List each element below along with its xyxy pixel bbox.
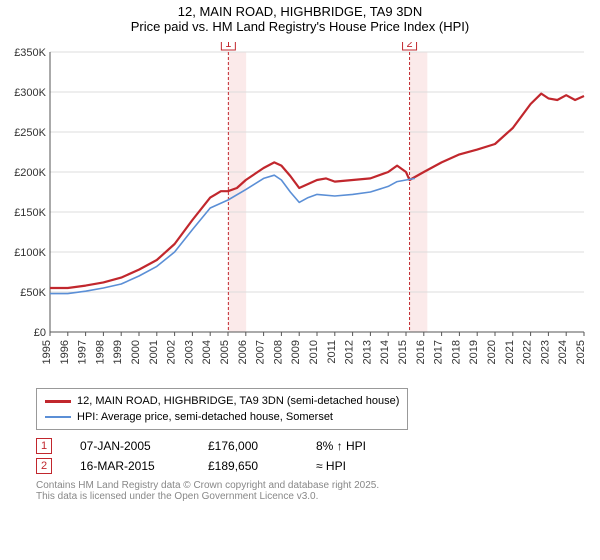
svg-text:1996: 1996 bbox=[59, 340, 71, 364]
sale-price-1: £176,000 bbox=[208, 439, 288, 453]
svg-text:2009: 2009 bbox=[290, 340, 302, 364]
svg-text:2007: 2007 bbox=[255, 340, 267, 364]
legend-swatch-1 bbox=[45, 400, 71, 403]
sales-table: 1 07-JAN-2005 £176,000 8% ↑ HPI 2 16-MAR… bbox=[36, 436, 596, 476]
chart-title: 12, MAIN ROAD, HIGHBRIDGE, TA9 3DN Price… bbox=[4, 4, 596, 34]
sale-price-2: £189,650 bbox=[208, 459, 288, 473]
svg-text:£250K: £250K bbox=[14, 127, 46, 139]
svg-text:£50K: £50K bbox=[20, 287, 46, 299]
svg-text:£300K: £300K bbox=[14, 87, 46, 99]
svg-text:£0: £0 bbox=[34, 327, 46, 339]
legend-row-1: 12, MAIN ROAD, HIGHBRIDGE, TA9 3DN (semi… bbox=[45, 393, 399, 409]
sale-date-1: 07-JAN-2005 bbox=[80, 439, 180, 453]
svg-text:1995: 1995 bbox=[41, 340, 53, 364]
svg-text:2005: 2005 bbox=[219, 340, 231, 364]
svg-text:2011: 2011 bbox=[326, 340, 338, 364]
sale-rel-2: ≈ HPI bbox=[316, 459, 396, 473]
legend-label-2: HPI: Average price, semi-detached house,… bbox=[77, 411, 333, 423]
svg-text:2003: 2003 bbox=[183, 340, 195, 364]
svg-text:2006: 2006 bbox=[237, 340, 249, 364]
svg-text:£200K: £200K bbox=[14, 167, 46, 179]
legend: 12, MAIN ROAD, HIGHBRIDGE, TA9 3DN (semi… bbox=[36, 388, 408, 430]
sale-marker-2: 2 bbox=[36, 458, 52, 474]
sale-row-2: 2 16-MAR-2015 £189,650 ≈ HPI bbox=[36, 456, 596, 476]
line-chart: £0 £50K £100K £150K £200K £250K £300K £350K 1995… bbox=[4, 42, 596, 382]
svg-text:2021: 2021 bbox=[504, 340, 516, 364]
svg-text:£100K: £100K bbox=[14, 247, 46, 259]
svg-text:£150K: £150K bbox=[14, 207, 46, 219]
svg-text:£350K: £350K bbox=[14, 47, 46, 59]
svg-text:2018: 2018 bbox=[450, 340, 462, 364]
svg-text:2000: 2000 bbox=[130, 340, 142, 364]
svg-text:2025: 2025 bbox=[575, 340, 587, 364]
sale-rel-1: 8% ↑ HPI bbox=[316, 439, 396, 453]
svg-text:2008: 2008 bbox=[272, 340, 284, 364]
svg-text:2013: 2013 bbox=[361, 340, 373, 364]
svg-text:1998: 1998 bbox=[94, 340, 106, 364]
svg-text:2012: 2012 bbox=[344, 340, 356, 364]
svg-text:2020: 2020 bbox=[486, 340, 498, 364]
svg-text:2010: 2010 bbox=[308, 340, 320, 364]
svg-text:2002: 2002 bbox=[166, 340, 178, 364]
svg-text:2001: 2001 bbox=[148, 340, 160, 364]
svg-text:1: 1 bbox=[225, 42, 231, 50]
footer-line2: This data is licensed under the Open Gov… bbox=[36, 491, 596, 502]
legend-swatch-2 bbox=[45, 416, 71, 418]
sale-row-1: 1 07-JAN-2005 £176,000 8% ↑ HPI bbox=[36, 436, 596, 456]
svg-text:2024: 2024 bbox=[557, 340, 569, 364]
chart-svg: £0 £50K £100K £150K £200K £250K £300K £350K 1995… bbox=[4, 42, 594, 382]
title-line1: 12, MAIN ROAD, HIGHBRIDGE, TA9 3DN bbox=[4, 4, 596, 19]
footer-line1: Contains HM Land Registry data © Crown c… bbox=[36, 480, 596, 491]
legend-row-2: HPI: Average price, semi-detached house,… bbox=[45, 409, 399, 425]
svg-text:2004: 2004 bbox=[201, 340, 213, 364]
svg-text:2014: 2014 bbox=[379, 340, 391, 364]
svg-text:2: 2 bbox=[406, 42, 412, 50]
svg-text:2019: 2019 bbox=[468, 340, 480, 364]
svg-text:2015: 2015 bbox=[397, 340, 409, 364]
sale-date-2: 16-MAR-2015 bbox=[80, 459, 180, 473]
legend-label-1: 12, MAIN ROAD, HIGHBRIDGE, TA9 3DN (semi… bbox=[77, 395, 399, 407]
svg-text:1997: 1997 bbox=[77, 340, 89, 364]
svg-text:1999: 1999 bbox=[112, 340, 124, 364]
sale-marker-1: 1 bbox=[36, 438, 52, 454]
title-line2: Price paid vs. HM Land Registry's House … bbox=[4, 19, 596, 34]
footer: Contains HM Land Registry data © Crown c… bbox=[36, 480, 596, 502]
svg-text:2022: 2022 bbox=[522, 340, 534, 364]
svg-text:2023: 2023 bbox=[539, 340, 551, 364]
svg-text:2017: 2017 bbox=[433, 340, 445, 364]
svg-text:2016: 2016 bbox=[415, 340, 427, 364]
